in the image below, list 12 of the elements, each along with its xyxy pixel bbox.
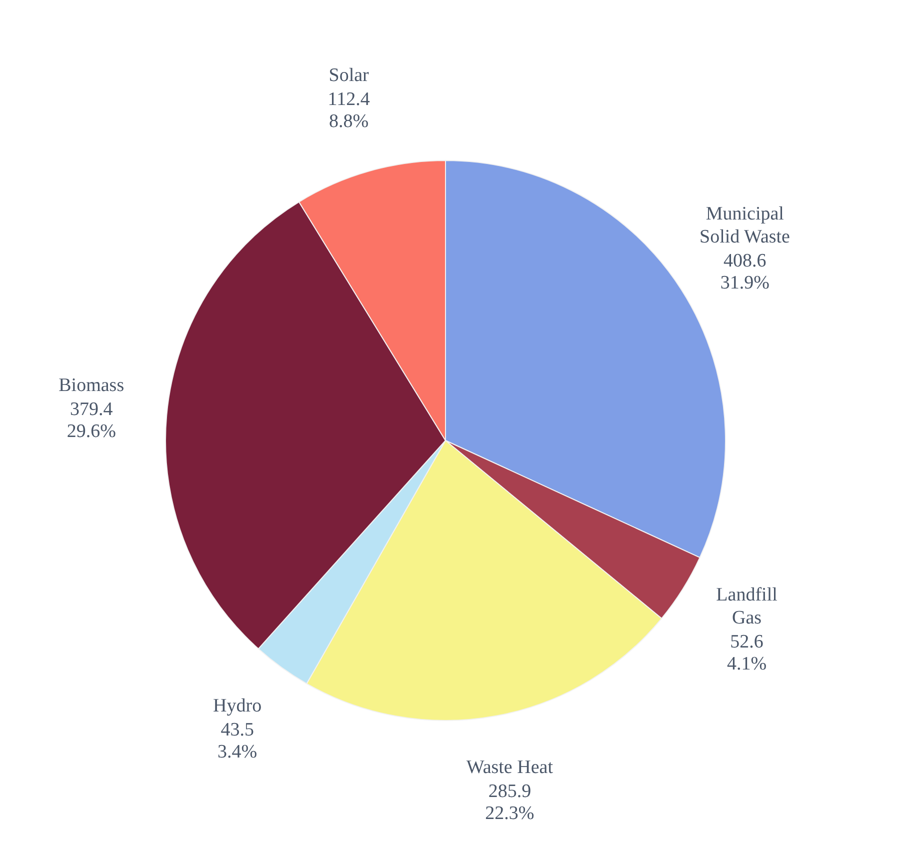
slice-label: Hydro: [213, 695, 262, 716]
slice-label: Waste Heat: [466, 756, 554, 778]
data-label: 112.4 8.8%: [328, 88, 370, 132]
slice-label: Municipal Solid Waste: [700, 204, 790, 248]
data-label: 285.9 22.3%: [485, 780, 534, 824]
slice-label: Solar: [328, 64, 370, 86]
data-label: 408.6 31.9%: [720, 250, 770, 294]
data-label: 43.5 3.4%: [218, 719, 258, 762]
slice-label: Biomass: [58, 374, 124, 396]
data-label: 379.4 29.6%: [66, 398, 116, 442]
slice-label: Landfill Gas: [716, 584, 778, 628]
data-label: 52.6 4.1%: [726, 631, 767, 674]
